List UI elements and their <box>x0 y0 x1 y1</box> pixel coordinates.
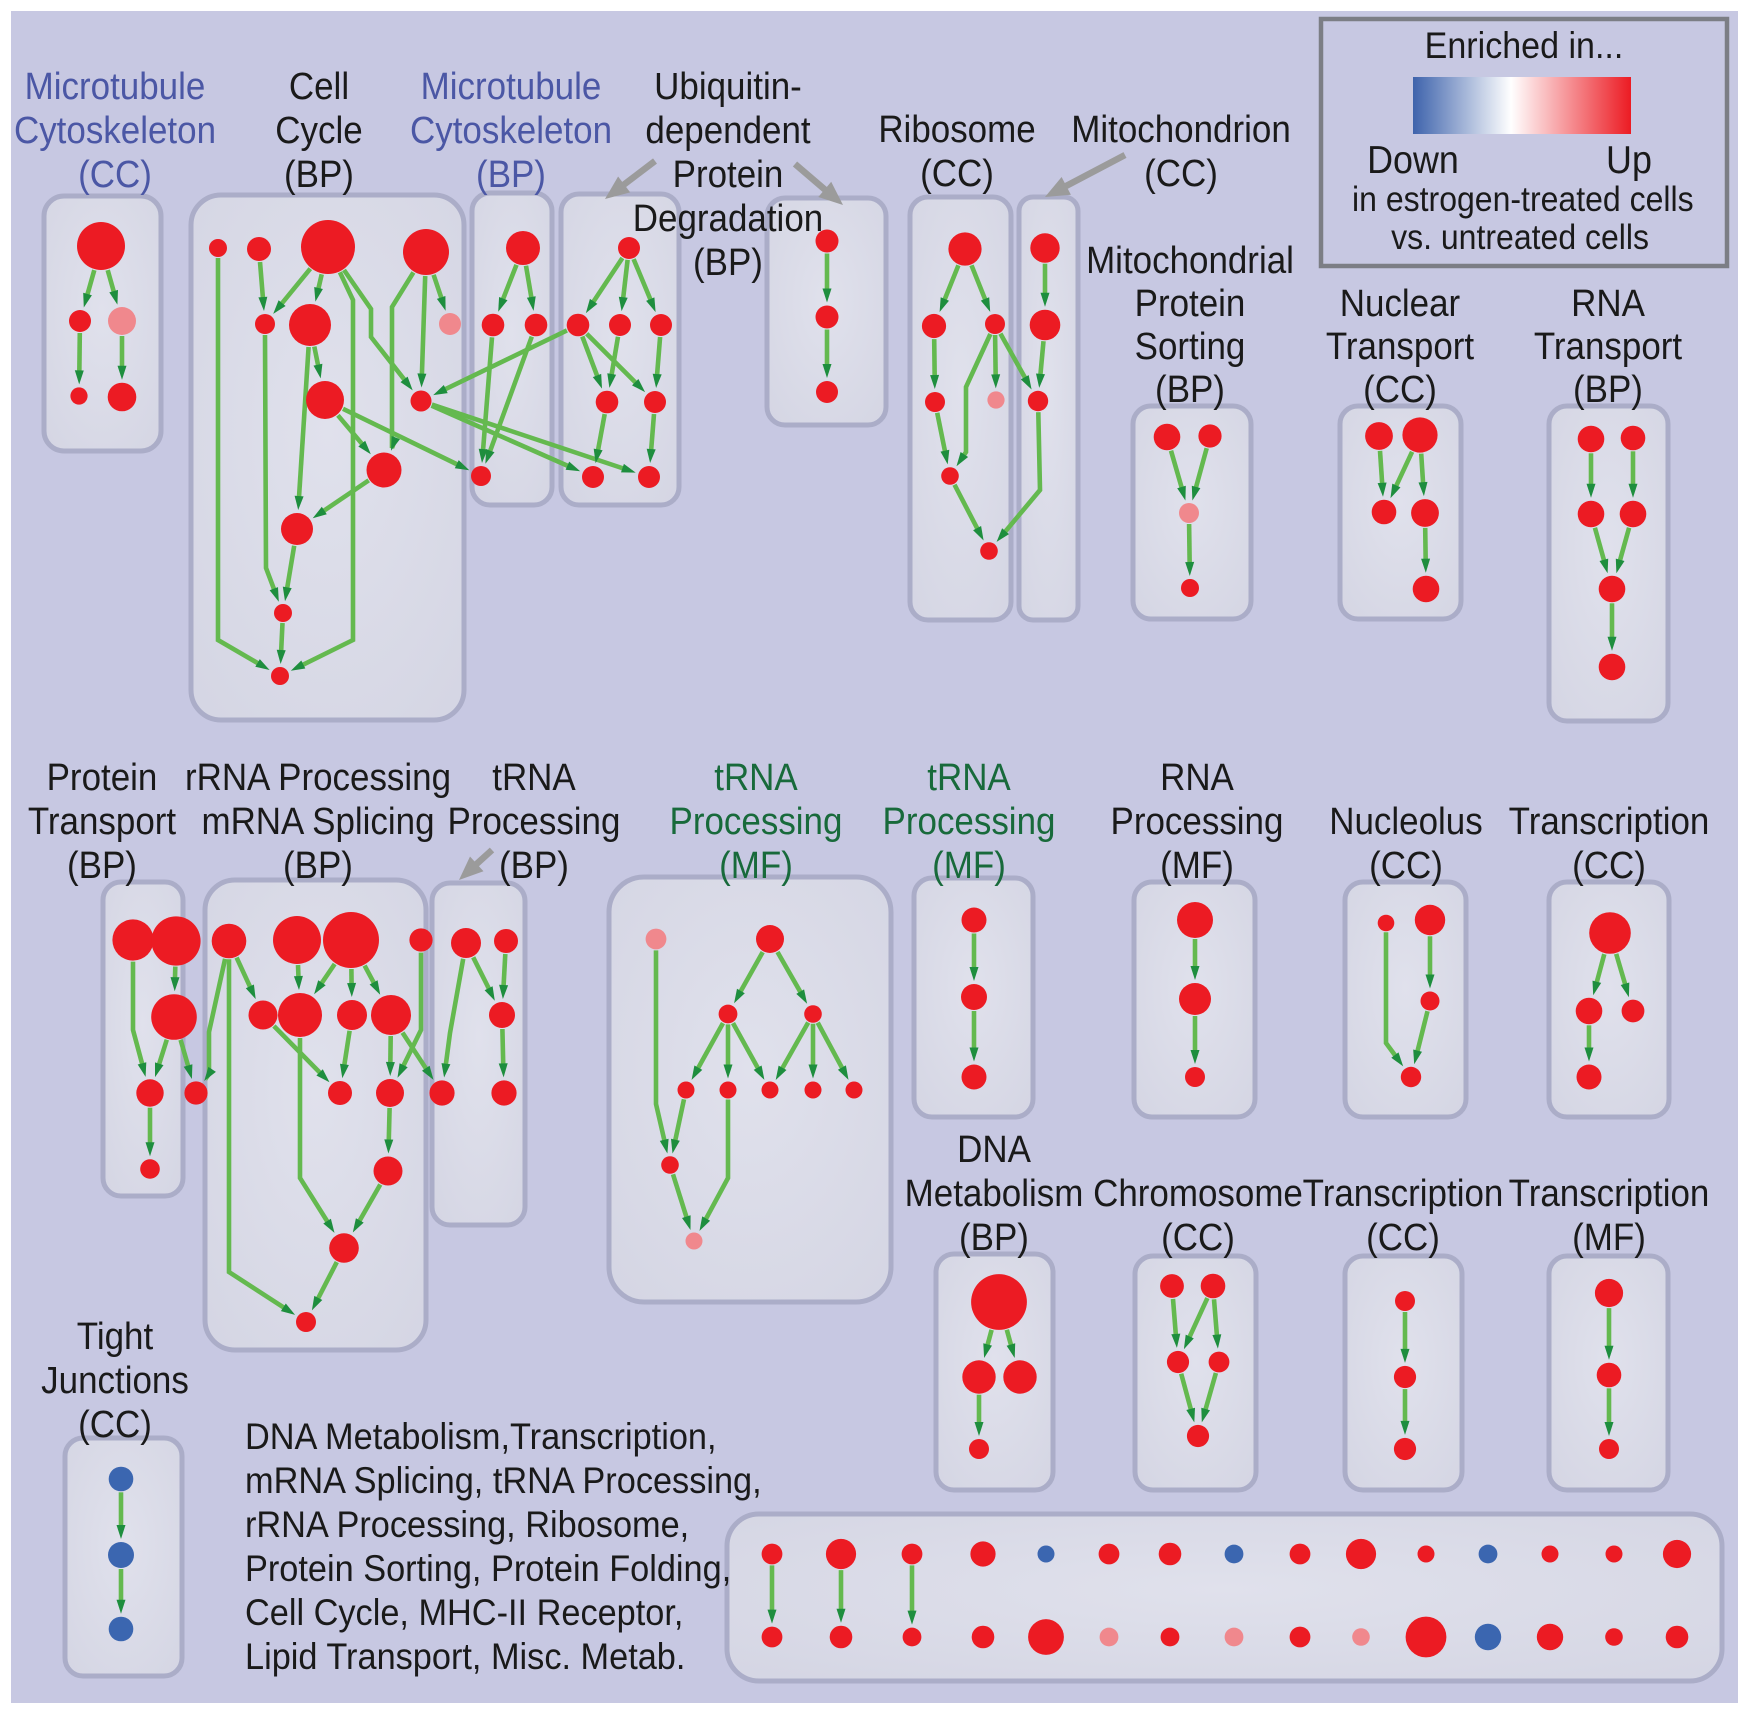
svg-text:Transcription(CC): Transcription (CC) <box>1303 1172 1504 1259</box>
svg-text:Ribosome(CC): Ribosome (CC) <box>878 108 1035 195</box>
svg-text:Down: Down <box>1367 138 1459 182</box>
svg-text:Chromosome(CC): Chromosome (CC) <box>1093 1172 1303 1259</box>
svg-text:Enriched in...: Enriched in... <box>1425 25 1624 67</box>
svg-text:Up: Up <box>1606 138 1652 182</box>
svg-text:Transcription(CC): Transcription (CC) <box>1509 800 1710 887</box>
svg-text:DNA Metabolism,Transcription,m: DNA Metabolism,Transcription, mRNA Splici… <box>245 1416 762 1678</box>
svg-text:Transcription(MF): Transcription (MF) <box>1509 1172 1710 1259</box>
svg-text:Nucleolus(CC): Nucleolus (CC) <box>1329 800 1482 887</box>
svg-text:Mitochondrion(CC): Mitochondrion (CC) <box>1071 108 1291 195</box>
